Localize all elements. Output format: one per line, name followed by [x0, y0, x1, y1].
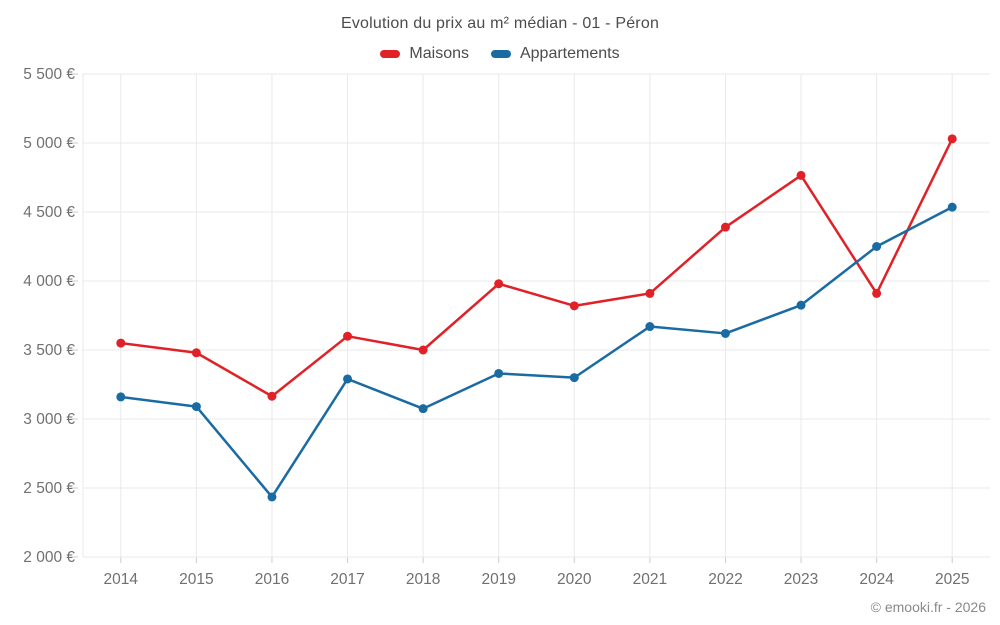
- data-point-appartements-2022[interactable]: [720, 328, 730, 338]
- x-tick-label: 2018: [406, 571, 440, 588]
- data-point-maisons-2025[interactable]: [947, 134, 957, 144]
- x-tick-label: 2017: [330, 571, 364, 588]
- data-point-appartements-2019[interactable]: [494, 368, 504, 378]
- data-point-appartements-2015[interactable]: [191, 402, 201, 412]
- data-point-appartements-2014[interactable]: [116, 392, 126, 402]
- legend-label-appartements: Appartements: [519, 45, 620, 62]
- y-tick-label: 5 500 €: [23, 66, 75, 83]
- y-tick-label: 3 000 €: [23, 411, 75, 428]
- legend-item-appartements[interactable]: Appartements: [490, 45, 620, 63]
- x-tick-label: 2021: [633, 571, 667, 588]
- x-tick-label: 2014: [104, 571, 139, 588]
- data-point-maisons-2022[interactable]: [720, 222, 730, 232]
- x-tick-label: 2023: [784, 571, 818, 588]
- data-point-appartements-2021[interactable]: [645, 322, 655, 332]
- data-point-appartements-2025[interactable]: [947, 202, 957, 212]
- y-tick-label: 4 500 €: [23, 204, 75, 221]
- x-tick-label: 2016: [255, 571, 289, 588]
- data-point-appartements-2018[interactable]: [418, 404, 428, 414]
- data-point-maisons-2014[interactable]: [116, 338, 126, 348]
- data-point-appartements-2017[interactable]: [343, 374, 353, 384]
- data-point-maisons-2016[interactable]: [267, 391, 277, 401]
- data-point-maisons-2023[interactable]: [796, 170, 806, 180]
- series-line-appartements[interactable]: [119, 205, 954, 499]
- x-tick-label: 2024: [859, 571, 894, 588]
- data-point-appartements-2020[interactable]: [569, 373, 579, 383]
- data-point-maisons-2024[interactable]: [872, 288, 882, 298]
- x-tick-label: 2019: [481, 571, 515, 588]
- x-tick-label: 2020: [557, 571, 592, 588]
- data-point-maisons-2015[interactable]: [191, 348, 201, 358]
- y-tick-label: 2 000 €: [23, 549, 75, 566]
- y-tick-label: 4 000 €: [23, 273, 75, 290]
- x-tick-label: 2022: [708, 571, 742, 588]
- legend-swatch-maisons-icon: [380, 50, 401, 58]
- data-point-maisons-2019[interactable]: [494, 279, 504, 289]
- copyright-credit: © emooki.fr - 2026: [870, 599, 986, 615]
- y-tick-label: 3 500 €: [23, 342, 75, 359]
- series-line-maisons[interactable]: [119, 137, 954, 398]
- y-tick-label: 5 000 €: [23, 135, 75, 152]
- legend-swatch-appartements-icon: [490, 50, 511, 58]
- data-point-appartements-2023[interactable]: [796, 300, 806, 310]
- chart-title: Evolution du prix au m² médian - 01 - Pé…: [340, 15, 660, 32]
- x-tick-label: 2025: [935, 571, 969, 588]
- x-tick-label: 2015: [179, 571, 213, 588]
- data-point-appartements-2024[interactable]: [872, 242, 882, 251]
- data-point-maisons-2018[interactable]: [418, 345, 428, 355]
- data-point-appartements-2016[interactable]: [267, 492, 277, 502]
- chart-legend: Maisons Appartements: [0, 45, 1000, 63]
- data-point-maisons-2020[interactable]: [569, 301, 579, 311]
- data-point-maisons-2017[interactable]: [343, 331, 353, 341]
- y-tick-label: 2 500 €: [23, 480, 75, 497]
- legend-label-maisons: Maisons: [409, 45, 469, 62]
- legend-item-maisons[interactable]: Maisons: [380, 45, 469, 63]
- data-point-maisons-2021[interactable]: [645, 288, 655, 298]
